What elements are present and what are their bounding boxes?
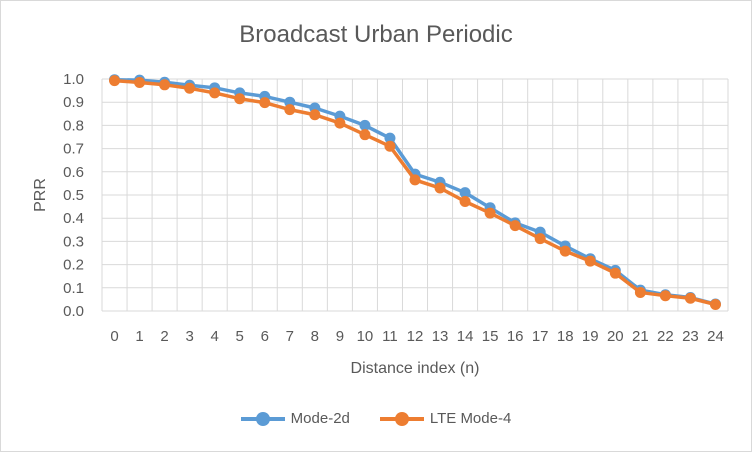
y-tick-label: 0.3: [63, 233, 84, 250]
data-point-2: [584, 255, 596, 267]
data-point-2: [184, 82, 196, 94]
x-tick-label: 0: [110, 328, 118, 345]
x-tick-label: 13: [432, 328, 449, 345]
legend-label: Mode-2d: [290, 410, 350, 427]
y-tick-label: 1.0: [63, 71, 84, 88]
x-tick-label: 5: [236, 328, 244, 345]
y-tick-label: 0.1: [63, 280, 84, 297]
data-point-2: [709, 299, 721, 311]
y-tick-label: 0.5: [63, 187, 84, 204]
x-tick-label: 12: [407, 328, 424, 345]
chart-legend: Mode-2d LTE Mode-4: [1, 410, 751, 427]
x-tick-label: 24: [707, 328, 724, 345]
data-point-2: [359, 129, 371, 141]
x-tick-label: 16: [507, 328, 524, 345]
y-axis-title: PRR: [32, 178, 49, 212]
y-tick-label: 0.0: [63, 303, 84, 320]
series-line-1: [114, 77, 716, 306]
y-tick-label: 0.8: [63, 117, 84, 134]
x-tick-label: 2: [160, 328, 168, 345]
data-point-2: [384, 140, 396, 152]
data-point-2: [209, 87, 221, 99]
x-tick-label: 11: [382, 328, 398, 345]
legend-swatch-icon: [240, 411, 285, 426]
y-tick-label: 0.6: [63, 164, 84, 181]
data-point-2: [109, 75, 121, 87]
y-tick-label: 0.4: [63, 210, 84, 227]
data-point-1: [359, 119, 371, 131]
data-point-1: [384, 132, 396, 144]
data-point-2: [684, 292, 696, 304]
series-line-2: [114, 78, 716, 307]
y-tick-label: 0.9: [63, 94, 84, 111]
x-tick-label: 21: [632, 328, 649, 345]
legend-item-2: LTE Mode-4: [379, 410, 512, 427]
line-chart: 0.00.10.20.30.40.50.60.70.80.91.00 1 2 3 4 5 6…: [32, 71, 729, 377]
data-point-2: [484, 207, 496, 219]
data-point-2: [159, 79, 171, 91]
x-tick-label: 9: [336, 328, 344, 345]
legend-swatch-icon: [379, 411, 424, 426]
x-tick-label: 15: [482, 328, 499, 345]
data-point-2: [334, 117, 346, 129]
data-point-2: [234, 93, 246, 105]
x-tick-label: 8: [311, 328, 319, 345]
x-tick-label: 22: [657, 328, 674, 345]
data-point-2: [434, 182, 446, 194]
data-point-2: [609, 267, 621, 279]
x-tick-label: 1: [135, 328, 143, 345]
data-point-2: [509, 220, 521, 232]
data-point-2: [309, 109, 321, 121]
x-tick-label: 14: [457, 328, 474, 345]
y-tick-label: 0.7: [63, 141, 84, 158]
x-tick-label: 20: [607, 328, 624, 345]
data-point-2: [409, 174, 421, 186]
data-point-2: [284, 104, 296, 116]
legend-label: LTE Mode-4: [429, 410, 512, 427]
data-point-2: [134, 76, 146, 88]
x-tick-label: 7: [286, 328, 294, 345]
data-point-2: [634, 286, 646, 298]
x-axis-title: Distance index (n): [351, 360, 480, 377]
x-tick-label: 18: [557, 328, 574, 345]
data-point-2: [259, 97, 271, 109]
y-tick-label: 0.2: [63, 257, 84, 274]
data-point-2: [534, 233, 546, 245]
data-point-2: [559, 245, 571, 257]
x-tick-label: 3: [185, 328, 193, 345]
x-tick-label: 19: [582, 328, 599, 345]
data-point-1: [459, 187, 471, 199]
x-tick-label: 17: [532, 328, 549, 345]
x-tick-label: 6: [261, 328, 269, 345]
data-point-2: [459, 195, 471, 207]
data-point-2: [659, 290, 671, 302]
legend-item-1: Mode-2d: [240, 410, 350, 427]
chart-title: Broadcast Urban Periodic: [239, 21, 513, 48]
x-tick-label: 4: [211, 328, 219, 345]
x-tick-label: 23: [682, 328, 699, 345]
x-tick-label: 10: [357, 328, 374, 345]
